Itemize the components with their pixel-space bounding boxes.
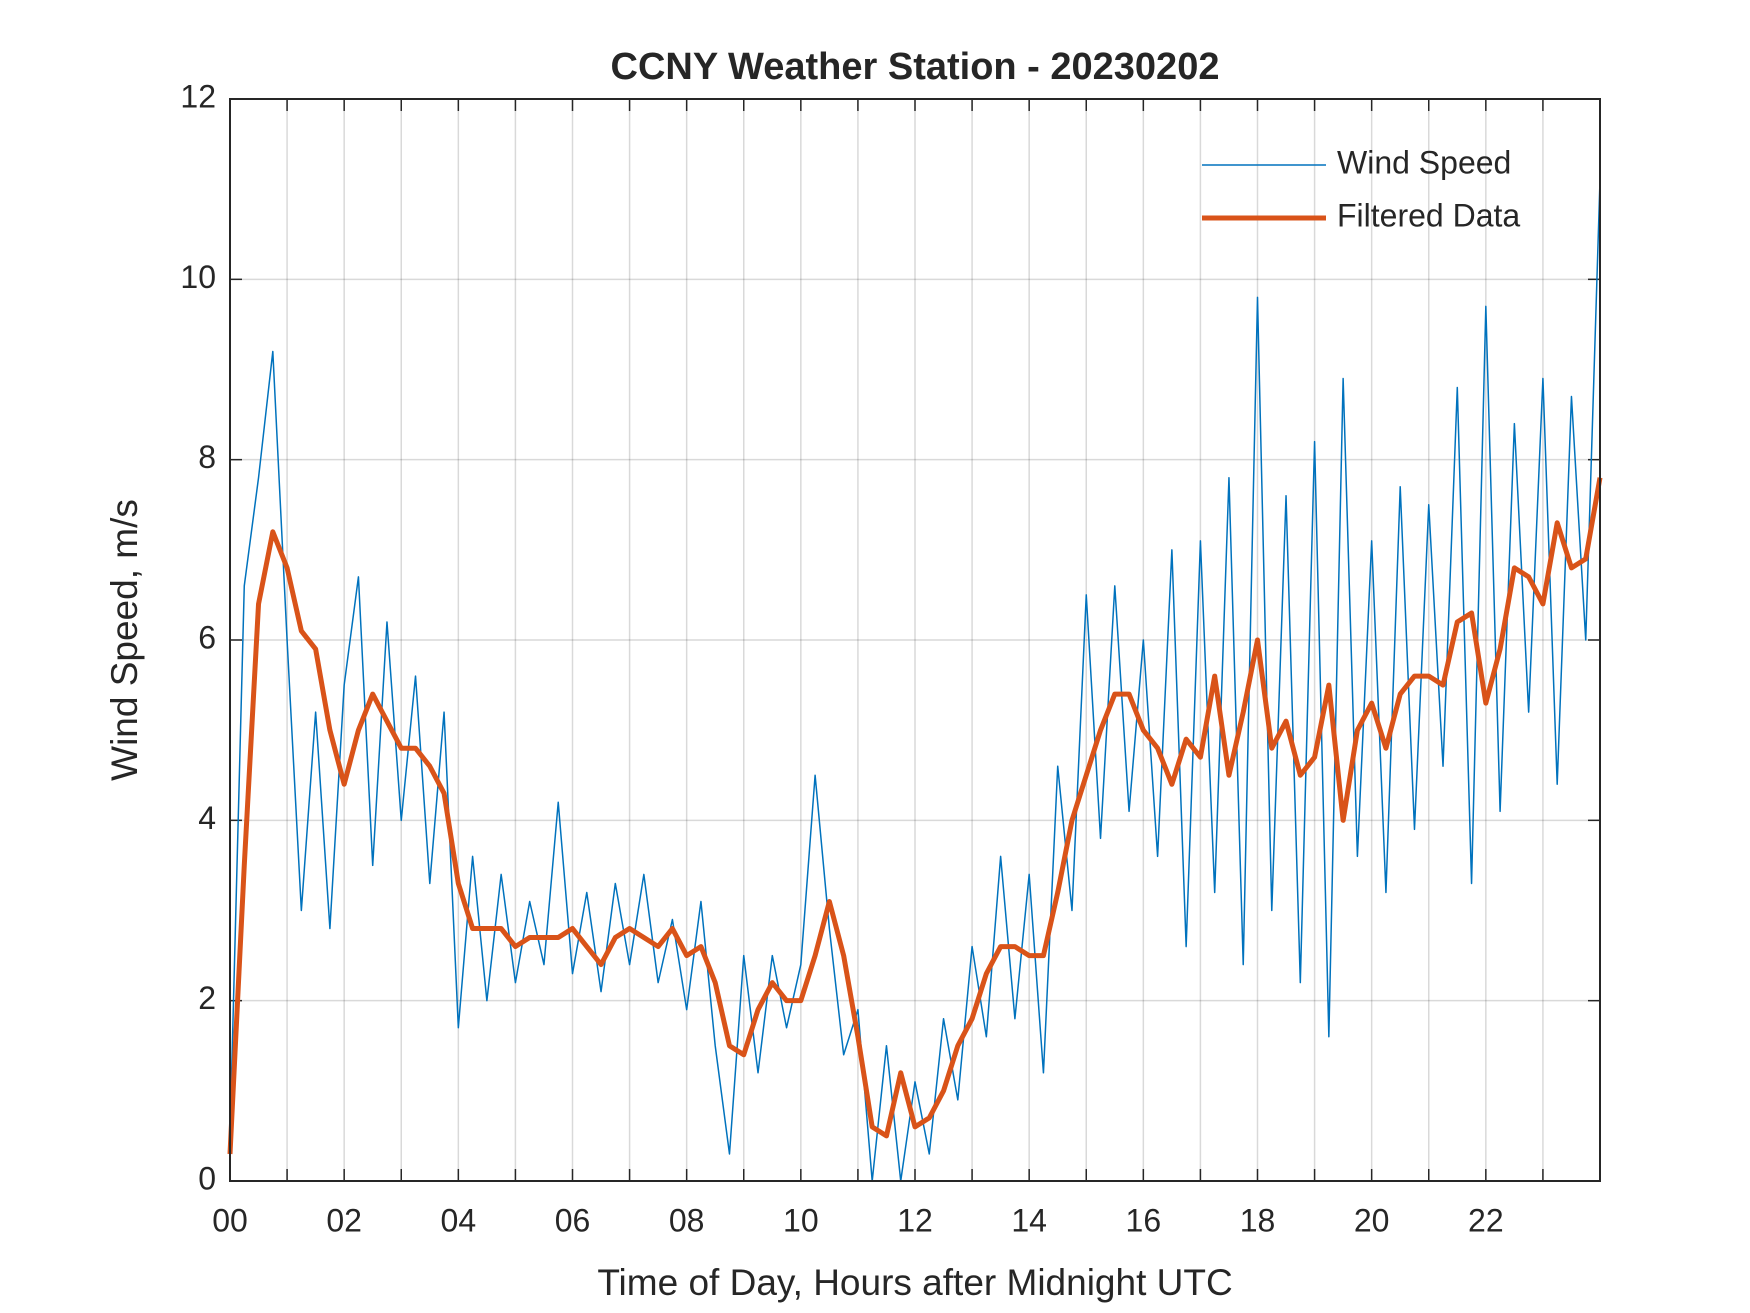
x-tick-label: 14 [1011, 1202, 1047, 1238]
y-tick-label: 0 [198, 1160, 216, 1196]
x-tick-label: 12 [897, 1202, 933, 1238]
x-axis-label: Time of Day, Hours after Midnight UTC [597, 1262, 1232, 1303]
x-tick-label: 18 [1240, 1202, 1276, 1238]
data-line [227, 477, 1603, 1155]
x-tick-label: 06 [555, 1202, 591, 1238]
legend-label: Filtered Data [1337, 197, 1520, 233]
legend-label: Wind Speed [1337, 144, 1511, 180]
y-tick-label: 6 [198, 619, 216, 655]
y-axis-label: Wind Speed, m/s [104, 499, 145, 781]
y-tick-label: 12 [180, 78, 216, 114]
x-tick-label: 10 [783, 1202, 819, 1238]
y-tick-label: 8 [198, 439, 216, 475]
y-tick-label: 4 [198, 800, 216, 836]
x-tick-label: 00 [212, 1202, 248, 1238]
x-tick-label: 20 [1354, 1202, 1390, 1238]
x-tick-label: 04 [441, 1202, 477, 1238]
chart-title: CCNY Weather Station - 20230202 [611, 46, 1220, 88]
data-line [229, 180, 1601, 1182]
x-tick-label: 08 [669, 1202, 705, 1238]
x-tick-label: 16 [1126, 1202, 1162, 1238]
y-tick-label: 10 [180, 259, 216, 295]
x-tick-label: 02 [326, 1202, 362, 1238]
x-tick-label: 22 [1468, 1202, 1504, 1238]
plot-frame [229, 98, 1601, 1182]
y-tick-label: 2 [198, 980, 216, 1016]
